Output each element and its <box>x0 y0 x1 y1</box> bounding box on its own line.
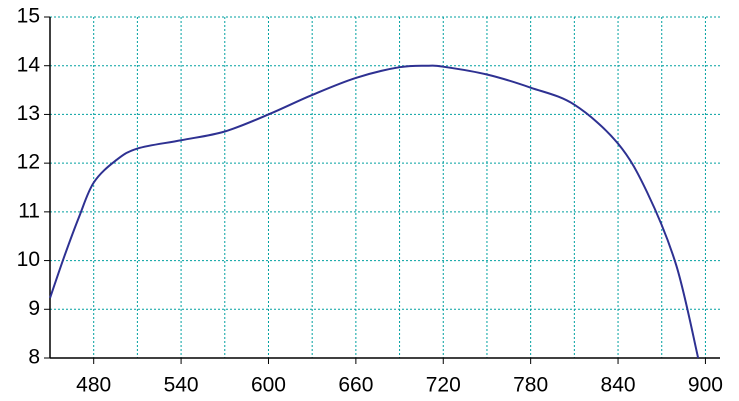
y-tick-label: 14 <box>17 53 41 76</box>
y-tick-label: 8 <box>28 346 40 369</box>
x-tick-label: 780 <box>513 374 548 397</box>
x-tick-label: 900 <box>688 374 723 397</box>
y-tick-label: 12 <box>17 151 40 174</box>
y-tick-label: 9 <box>28 297 40 320</box>
line <box>49 64 700 359</box>
x-tick-label: 720 <box>426 374 461 397</box>
x-tick-label: 600 <box>251 374 286 397</box>
y-tick-label: 15 <box>17 5 40 28</box>
y-tick-label: 11 <box>18 199 40 222</box>
x-tick-label: 660 <box>338 374 373 397</box>
x-tick-label: 840 <box>601 374 636 397</box>
y-tick-label: 10 <box>17 248 40 271</box>
y-tick-label: 13 <box>17 102 40 125</box>
x-tick-label: 480 <box>76 374 111 397</box>
x-tick-label: 540 <box>164 374 199 397</box>
